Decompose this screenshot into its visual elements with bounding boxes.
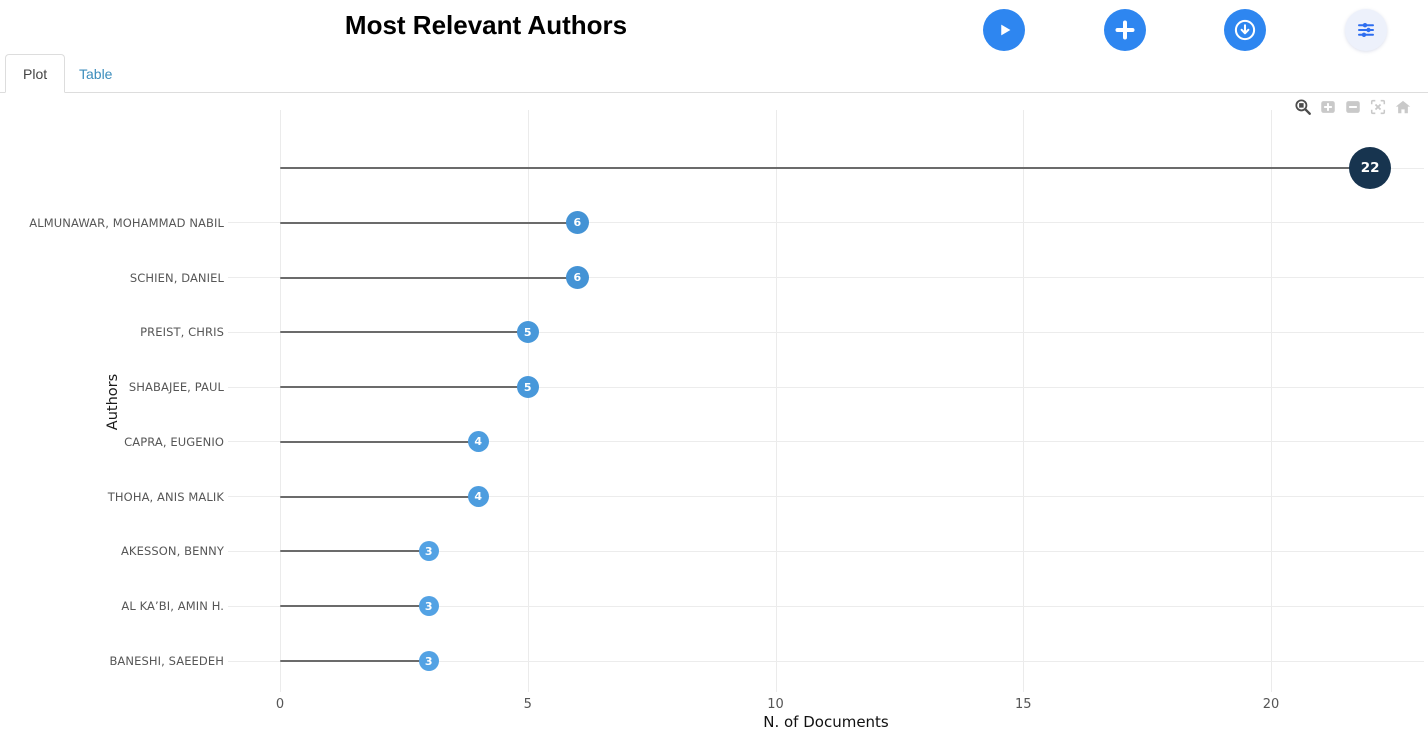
lollipop-stem [280,605,429,608]
tab-plot[interactable]: Plot [5,54,66,93]
data-point-marker[interactable]: 4 [467,431,489,453]
run-button[interactable] [983,9,1025,51]
data-point-marker[interactable]: 6 [565,266,589,290]
add-button[interactable] [1104,9,1146,51]
reset-axes-icon[interactable] [1394,98,1412,116]
tab-bar: Plot Table [0,54,1428,93]
data-point-marker[interactable]: 5 [516,321,539,344]
y-axis-label: AKESSON, BENNY [120,544,224,559]
export-button[interactable] [1224,9,1266,51]
data-point-marker[interactable]: 3 [418,596,439,617]
page-title: Most Relevant Authors [344,10,628,40]
x-axis-tick-label: 10 [767,697,784,712]
sliders-icon [1354,18,1378,42]
zoom-icon[interactable] [1294,98,1312,116]
row-gridline [228,496,1424,498]
download-icon [1232,17,1258,43]
options-button[interactable] [1345,9,1387,51]
lollipop-stem [280,495,479,498]
row-gridline [228,222,1424,224]
lollipop-stem [280,440,479,443]
row-gridline [228,441,1424,443]
data-point-marker[interactable]: 4 [467,486,489,508]
x-axis-tick-label: 0 [275,697,285,712]
data-point-marker[interactable]: 6 [565,211,589,235]
y-axis-label: AL KA’BI, AMIN H. [121,599,224,614]
row-gridline [228,550,1424,552]
lollipop-stem [280,386,528,389]
x-gridline [1023,110,1025,692]
x-axis-tick-label: 15 [1014,697,1032,712]
y-axis-label: CAPRA, EUGENIO [124,434,224,449]
lollipop-stem [280,660,429,663]
play-icon [993,19,1015,41]
data-point-marker[interactable]: 22 [1349,147,1392,189]
lollipop-stem [280,550,429,553]
data-point-marker[interactable]: 3 [418,651,439,672]
zoom-in-icon[interactable] [1319,98,1337,116]
y-axis-label: SCHIEN, DANIEL [129,270,224,285]
row-gridline [228,386,1424,388]
lollipop-stem [280,221,578,224]
row-gridline [228,331,1424,333]
y-axis-label: ALMUNAWAR, MOHAMMAD NABIL [29,215,224,230]
lollipop-stem [280,167,1371,169]
row-gridline [280,167,1424,169]
row-gridline [228,605,1424,607]
x-gridline [527,110,529,692]
y-axis-title: Authors [105,373,121,431]
x-gridline [280,110,281,692]
lollipop-stem [280,276,578,279]
plus-icon [1113,18,1137,42]
y-axis-label: PREIST, CHRIS [140,325,224,340]
y-axis-label: BANESHI, SAEEDEH [109,654,224,669]
x-axis-title: N. of Documents [763,713,889,731]
y-axis-label: THOHA, ANIS MALIK [107,489,224,504]
row-gridline [228,277,1424,279]
autoscale-icon[interactable] [1369,98,1387,116]
x-gridline [1271,110,1272,692]
tab-table[interactable]: Table [79,66,113,82]
row-gridline [228,660,1424,662]
zoom-out-icon[interactable] [1344,98,1362,116]
plot-modebar [1294,98,1412,116]
x-axis-tick-label: 20 [1262,697,1280,712]
x-axis-tick-label: 5 [523,697,532,712]
data-point-marker[interactable]: 3 [418,541,439,562]
x-gridline [775,110,777,692]
data-point-marker[interactable]: 5 [516,376,539,399]
lollipop-stem [280,331,528,334]
